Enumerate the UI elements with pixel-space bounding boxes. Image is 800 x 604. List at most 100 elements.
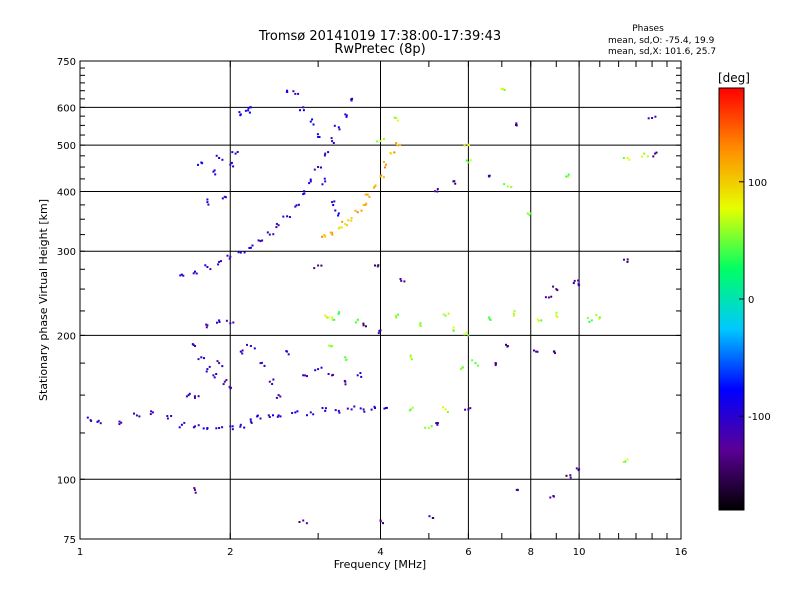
data-point (286, 89, 289, 92)
data-point (179, 274, 182, 277)
data-point (239, 251, 242, 254)
data-point (218, 362, 221, 365)
data-point (334, 409, 337, 412)
data-point (393, 116, 396, 119)
data-point (180, 273, 183, 276)
data-point (575, 467, 578, 470)
data-point (577, 284, 580, 287)
series-group (321, 142, 402, 238)
data-point (623, 258, 625, 261)
data-point (320, 264, 323, 267)
data-point (379, 140, 382, 143)
data-point (246, 343, 248, 346)
data-point (428, 515, 431, 518)
data-point (502, 87, 505, 90)
data-point (526, 212, 529, 215)
data-point (465, 159, 468, 162)
data-point (212, 374, 215, 377)
data-point (503, 89, 506, 91)
data-point (316, 133, 319, 136)
data-point (248, 247, 251, 249)
x-tick-label: 4 (377, 547, 383, 558)
data-point (323, 234, 326, 236)
data-point (516, 488, 519, 491)
data-point (332, 204, 335, 206)
y-tick-label: 300 (57, 247, 76, 258)
data-point (512, 312, 515, 315)
data-point (239, 114, 242, 117)
data-point (324, 409, 327, 412)
data-point (206, 324, 209, 327)
x-tick-label: 8 (528, 547, 534, 558)
data-point (151, 411, 154, 414)
data-point (277, 394, 280, 397)
data-point (279, 415, 282, 418)
data-point (249, 418, 252, 421)
data-point (469, 159, 472, 162)
data-point (469, 407, 472, 410)
data-point (396, 313, 399, 316)
data-point (331, 233, 334, 236)
data-point (467, 408, 470, 411)
data-point (207, 203, 210, 206)
data-point (215, 427, 218, 430)
data-point (229, 425, 232, 428)
data-point (324, 407, 327, 410)
data-point (297, 92, 300, 95)
data-point (624, 460, 627, 463)
data-point (180, 423, 183, 426)
data-point (228, 385, 231, 388)
data-point (510, 186, 513, 188)
data-point (324, 180, 327, 183)
data-point (194, 396, 196, 399)
data-point (323, 154, 326, 157)
data-point (229, 322, 232, 325)
data-point (515, 124, 517, 126)
data-point (241, 352, 244, 355)
data-point (282, 215, 285, 218)
data-point (239, 425, 242, 428)
data-point (332, 373, 334, 376)
data-point (345, 114, 348, 117)
data-point (567, 175, 569, 178)
data-point (206, 201, 209, 204)
data-point (409, 356, 412, 359)
data-point (331, 140, 334, 143)
data-point (251, 244, 254, 247)
data-point (346, 407, 349, 410)
data-point (229, 255, 232, 258)
data-point (362, 324, 365, 327)
data-point (549, 496, 552, 499)
data-point (565, 474, 568, 477)
data-point (540, 319, 543, 322)
data-point (271, 383, 274, 385)
data-point (249, 420, 252, 423)
data-point (194, 425, 196, 428)
data-point (344, 359, 347, 362)
data-point (238, 111, 241, 114)
data-point (206, 266, 209, 268)
data-point (192, 272, 195, 275)
data-point (505, 343, 507, 346)
data-point (321, 235, 324, 238)
data-point (467, 161, 470, 164)
y-tick-label: 400 (57, 187, 76, 198)
data-point (363, 410, 366, 413)
data-point (197, 163, 199, 166)
data-point (312, 413, 315, 416)
data-point (197, 358, 200, 361)
data-point (654, 152, 657, 155)
series-group (193, 115, 658, 525)
data-point (214, 173, 217, 176)
data-point (321, 183, 324, 186)
x-tick-label: 1 (77, 547, 83, 558)
data-point (288, 216, 291, 218)
data-point (495, 362, 497, 365)
data-point (555, 314, 558, 317)
data-point (356, 318, 359, 321)
data-point (249, 246, 252, 249)
data-point (259, 240, 262, 243)
data-point (302, 106, 305, 109)
data-point (244, 109, 247, 112)
data-point (324, 235, 327, 238)
